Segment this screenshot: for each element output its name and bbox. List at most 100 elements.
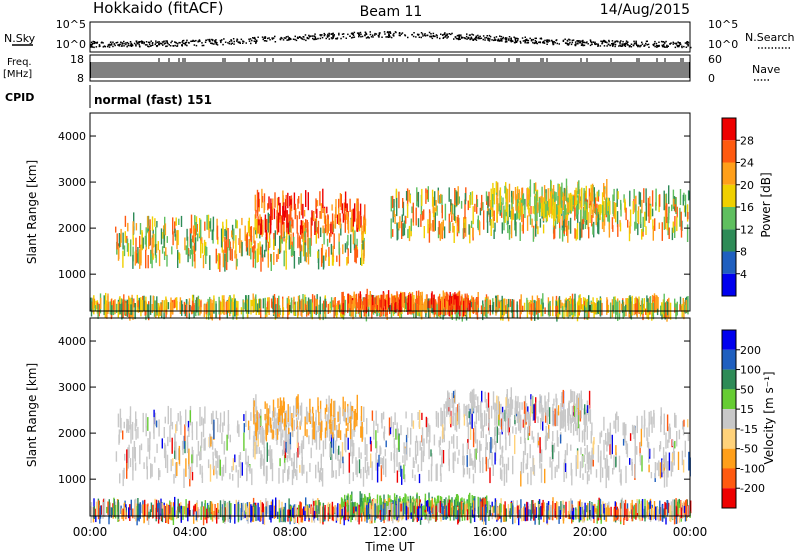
velocity-echo-cell xyxy=(379,495,382,513)
nsky-point xyxy=(446,37,448,39)
nsky-point xyxy=(195,39,197,42)
velocity-echo-cell xyxy=(393,506,395,519)
power-echo-cell xyxy=(574,194,576,208)
power-echo-cell xyxy=(582,207,585,219)
nsky-point xyxy=(514,39,517,41)
nsky-point xyxy=(463,37,466,39)
power-echo-cell xyxy=(285,250,287,270)
velocity-echo-cell xyxy=(510,503,512,515)
power-echo-cell xyxy=(471,297,474,309)
velocity-echo-cell xyxy=(361,508,363,522)
nsky-point xyxy=(150,45,152,47)
power-echo-cell xyxy=(298,196,300,204)
nsky-point xyxy=(508,36,511,38)
power-echo-cell xyxy=(368,294,370,307)
nsky-point xyxy=(538,41,540,43)
velocity-echo-cell xyxy=(441,503,443,515)
power-echo-cell xyxy=(545,203,547,217)
power-echo-cell xyxy=(655,202,657,211)
velocity-echo-cell xyxy=(231,466,233,473)
power-echo-cell xyxy=(316,227,319,234)
nsky-point xyxy=(183,42,185,44)
nsky-point xyxy=(361,35,364,38)
velocity-echo-cell xyxy=(125,504,127,511)
power-echo-cell xyxy=(514,187,517,201)
power-echo-cell xyxy=(492,216,494,229)
power-echo-cell xyxy=(565,208,567,215)
power-echo-cell xyxy=(612,194,614,214)
velocity-echo-cell xyxy=(683,505,686,513)
power-echo-cell xyxy=(487,200,489,217)
power-echo-cell xyxy=(445,300,447,309)
power-echo-cell xyxy=(591,183,594,202)
nsky-point xyxy=(603,40,606,42)
power-echo-cell xyxy=(560,192,562,208)
nsky-point xyxy=(690,46,692,49)
nsky-point xyxy=(567,44,570,46)
power-echo-cell xyxy=(408,189,410,202)
nsky-point xyxy=(91,43,93,46)
nsky-point xyxy=(581,40,584,42)
power-echo-cell xyxy=(576,190,578,198)
velocity-echo-cell xyxy=(529,503,531,514)
nsky-point xyxy=(110,41,112,43)
nsky-point xyxy=(613,43,615,45)
velocity-echo-cell xyxy=(327,507,329,515)
nsky-point xyxy=(520,42,522,44)
nsky-point xyxy=(577,43,579,45)
velocity-echo-cell xyxy=(489,467,491,484)
nsky-point xyxy=(378,35,380,37)
power-echo-cell xyxy=(266,307,268,317)
nsky-point xyxy=(647,43,650,46)
nsky-point xyxy=(151,42,154,45)
nsky-point xyxy=(146,44,148,46)
velocity-echo-cell xyxy=(108,505,110,525)
power-echo-cell xyxy=(123,245,126,257)
nsky-point xyxy=(307,37,310,40)
nsky-point xyxy=(289,38,291,40)
power-echo-cell xyxy=(576,205,578,219)
power-echo-cell xyxy=(558,205,560,223)
nsky-point xyxy=(686,43,688,45)
velocity-echo-cell xyxy=(252,506,255,522)
power-echo-cell xyxy=(661,302,663,315)
nsky-point xyxy=(148,45,150,48)
nsky-point xyxy=(524,41,526,44)
power-echo-cell xyxy=(457,214,459,227)
power-echo-cell xyxy=(322,303,324,321)
power-echo-cell xyxy=(519,197,522,216)
nsky-point xyxy=(378,36,380,38)
velocity-echo-cell xyxy=(398,498,400,518)
power-echo-cell xyxy=(661,222,663,241)
velocity-echo-cell xyxy=(332,470,335,478)
power-echo-cell xyxy=(222,221,224,242)
power-echo-cell xyxy=(123,294,125,312)
velocity-echo-cell xyxy=(341,508,343,516)
nsky-point xyxy=(358,35,360,38)
power-echo-cell xyxy=(309,299,311,314)
power-echo-cell xyxy=(458,294,461,302)
power-echo-cell xyxy=(680,211,682,231)
power-echo-cell xyxy=(302,220,304,241)
velocity-echo-cell xyxy=(474,421,476,428)
nsky-point xyxy=(421,33,424,35)
power-echo-cell xyxy=(473,299,475,313)
power-echo-cell xyxy=(193,303,195,311)
power-echo-cell xyxy=(674,204,677,213)
power-echo-cell xyxy=(193,242,196,262)
power-echo-cell xyxy=(187,247,190,257)
nsky-point xyxy=(535,37,537,40)
nsky-point xyxy=(365,37,368,39)
nsky-point xyxy=(285,36,288,38)
nsky-point xyxy=(332,37,334,39)
nsky-point xyxy=(299,36,301,38)
power-echo-cell xyxy=(361,243,363,256)
power-echo-cell xyxy=(347,248,349,264)
power-echo-cell xyxy=(298,299,301,310)
nsky-point xyxy=(516,39,519,42)
nsky-point xyxy=(444,33,446,35)
velocity-echo-cell xyxy=(579,507,582,520)
nsky-point xyxy=(108,46,111,48)
power-echo-cell xyxy=(417,218,420,228)
nsky-point xyxy=(621,45,624,47)
